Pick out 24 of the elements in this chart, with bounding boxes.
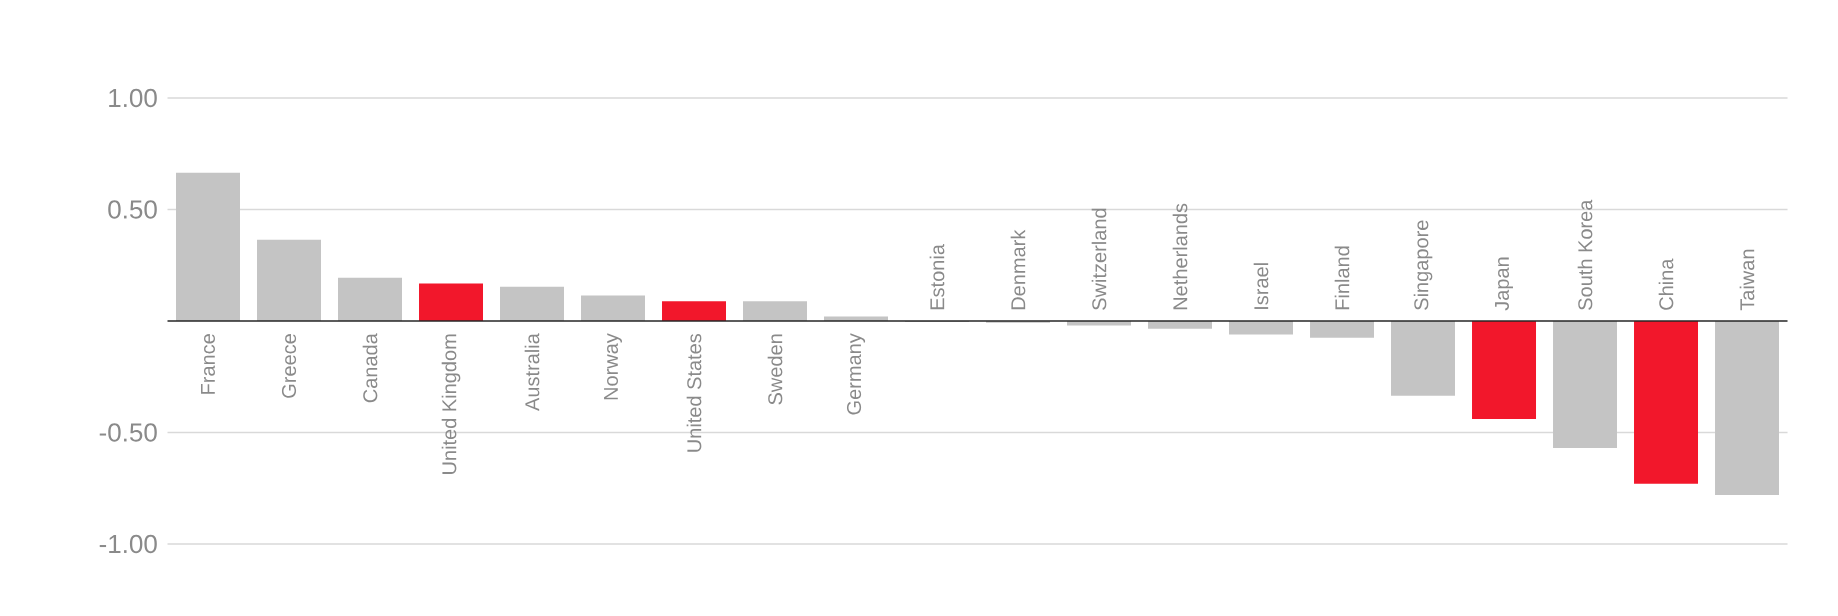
x-tick-label: France bbox=[201, 334, 215, 394]
x-tick-label: Finland bbox=[1334, 246, 1350, 310]
x-tick-label: Japan bbox=[1495, 257, 1513, 311]
x-tick-label: United Kingdom bbox=[441, 334, 461, 474]
x-tick-label: Australia bbox=[524, 333, 540, 411]
x-tick-label: Switzerland bbox=[1091, 208, 1107, 310]
x-tick-label: South Korea bbox=[1577, 199, 1593, 310]
x-tick-label: Denmark bbox=[1010, 229, 1026, 310]
x-tick-label: Canada bbox=[362, 333, 378, 403]
x-tick-label: China bbox=[1658, 258, 1674, 310]
x-tick-label: Israel bbox=[1253, 263, 1269, 309]
y-tick-label: 0.50 bbox=[108, 200, 157, 219]
x-tick-label: Netherlands bbox=[1172, 203, 1188, 310]
x-tick-label: Taiwan bbox=[1739, 249, 1755, 311]
x-tick-label: Sweden bbox=[767, 334, 783, 405]
x-tick-label: Singapore bbox=[1413, 220, 1433, 310]
x-tick-label: Estonia bbox=[929, 244, 945, 310]
y-tick-label: -0.50 bbox=[99, 423, 157, 442]
x-tick-label: Germany bbox=[846, 333, 866, 415]
y-tick-label: 1.00 bbox=[109, 88, 157, 108]
y-tick-label: -1.00 bbox=[99, 534, 157, 554]
x-tick-label: Greece bbox=[281, 334, 297, 398]
x-tick-label: Norway bbox=[604, 333, 622, 400]
x-tick-label: United States bbox=[686, 333, 702, 452]
